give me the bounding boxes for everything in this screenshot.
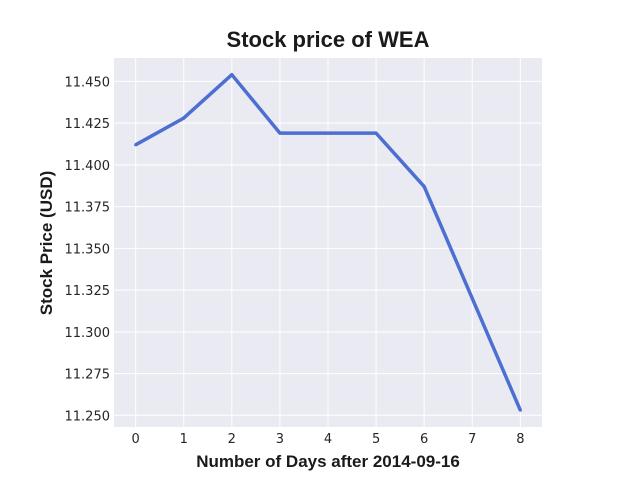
y-tick-label: 11.300 — [65, 326, 111, 341]
y-tick-label: 11.250 — [65, 409, 111, 424]
x-tick-label: 6 — [420, 432, 428, 447]
y-axis-label: Stock Price (USD) — [37, 171, 56, 316]
data-point — [326, 131, 330, 135]
chart-title: Stock price of WEA — [227, 27, 430, 52]
data-point — [374, 131, 378, 135]
y-tick-label: 11.450 — [65, 75, 111, 90]
y-tick-label: 11.325 — [65, 284, 111, 299]
x-tick-label: 8 — [516, 432, 524, 447]
x-tick-label: 1 — [180, 432, 188, 447]
data-point — [134, 143, 138, 147]
data-point — [470, 296, 474, 300]
data-point — [518, 408, 522, 412]
data-point — [278, 131, 282, 135]
series-layer — [134, 72, 522, 412]
y-tick-label: 11.425 — [65, 117, 111, 132]
y-tick-label: 11.400 — [65, 159, 111, 174]
x-axis-label: Number of Days after 2014-09-16 — [196, 452, 460, 471]
x-tick-label: 0 — [131, 432, 139, 447]
data-point — [182, 116, 186, 120]
x-tick-label: 2 — [228, 432, 236, 447]
y-tick-label: 11.375 — [65, 201, 111, 216]
data-point — [230, 73, 234, 77]
x-axis-ticks: 0 1 2 3 4 5 6 7 8 — [131, 432, 524, 447]
data-point — [422, 185, 426, 189]
x-tick-label: 4 — [324, 432, 332, 447]
y-tick-label: 11.350 — [65, 242, 111, 257]
x-tick-label: 7 — [468, 432, 476, 447]
y-axis-ticks: 11.250 11.275 11.300 11.325 11.350 11.375 11.4… — [65, 75, 111, 424]
x-tick-label: 5 — [372, 432, 380, 447]
y-tick-label: 11.275 — [65, 368, 111, 383]
x-tick-label: 3 — [276, 432, 284, 447]
grid — [114, 58, 542, 427]
